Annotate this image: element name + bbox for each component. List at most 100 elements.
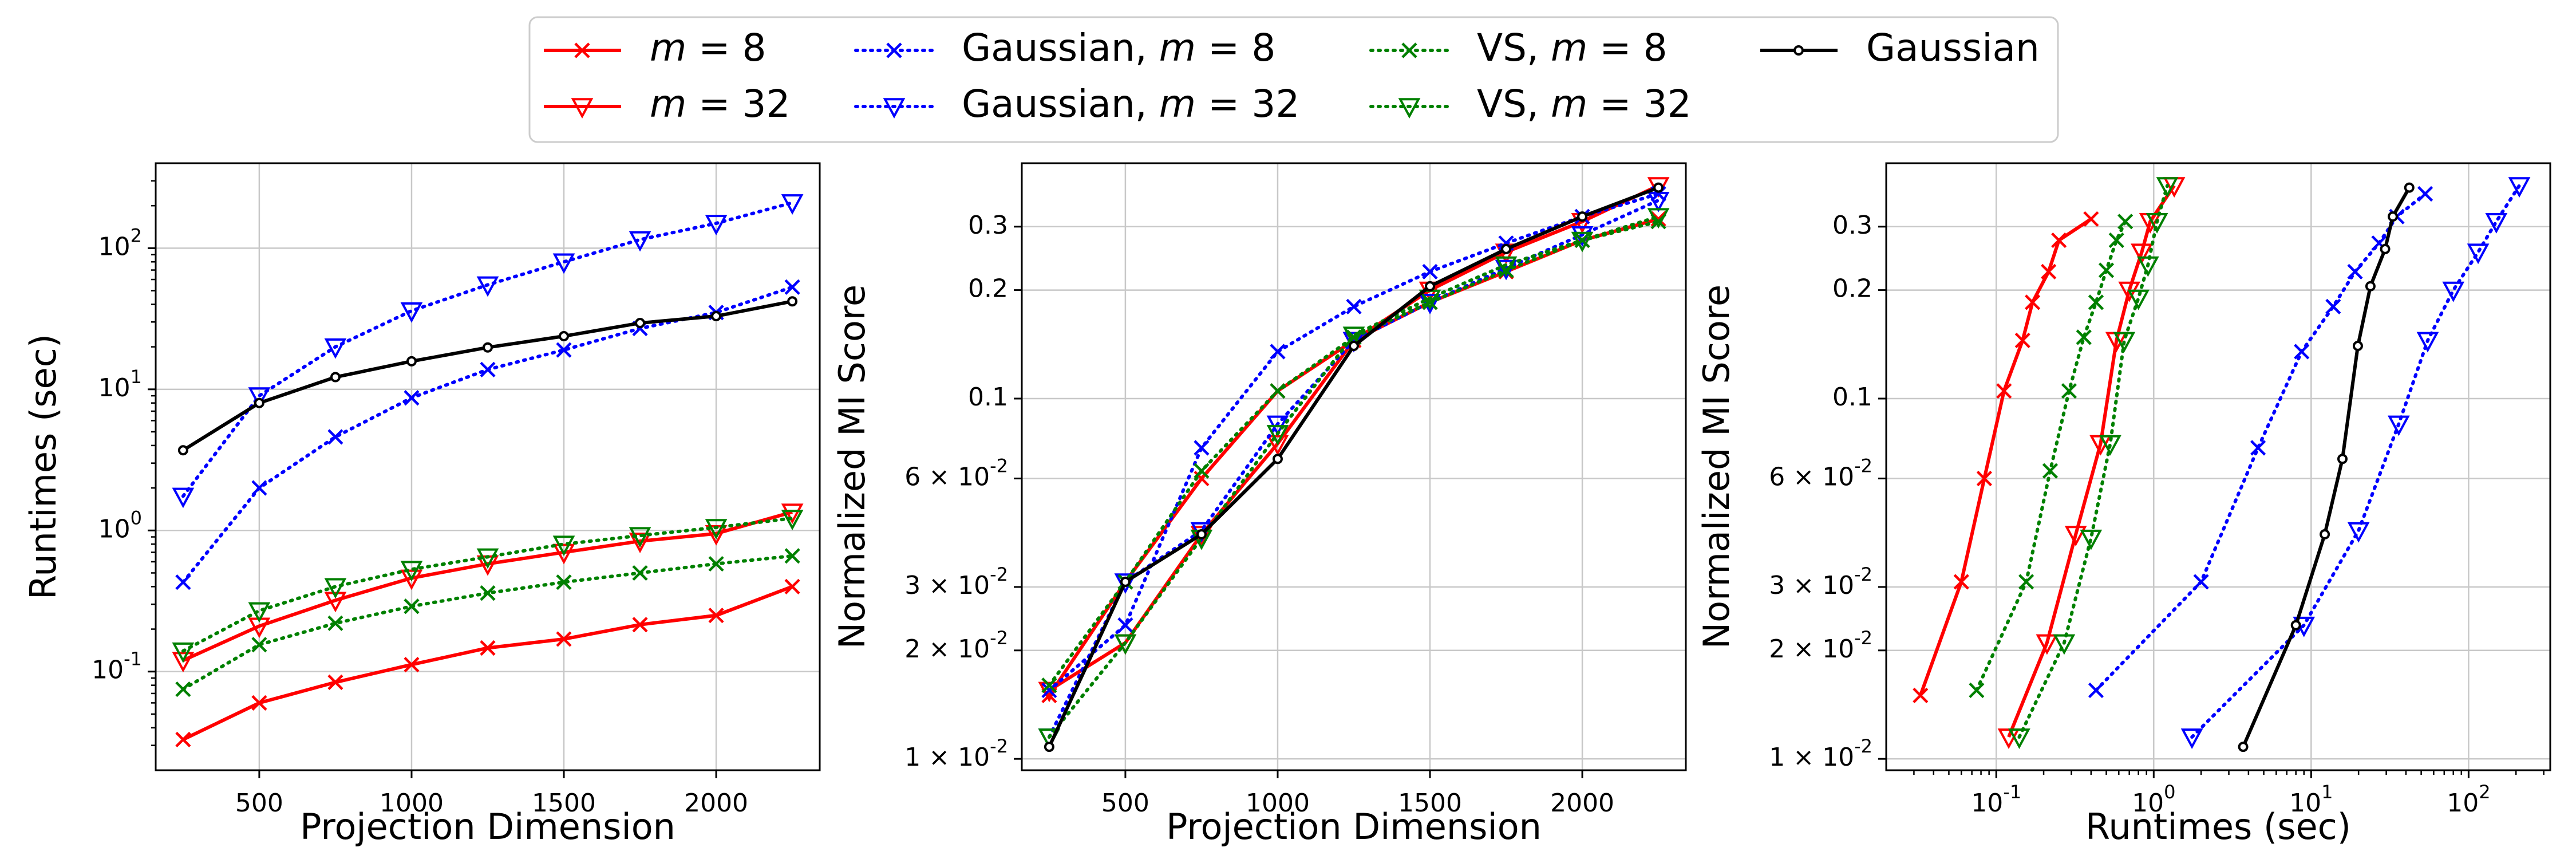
data-point-g32 — [400, 302, 423, 323]
data-point-m32 — [324, 592, 347, 613]
data-point-g32 — [324, 338, 347, 359]
data-point-vs8 — [1194, 463, 1210, 479]
data-point-gauss — [2320, 529, 2330, 540]
data-point-vs32 — [2146, 213, 2168, 234]
x-tick-label: 500 — [235, 789, 283, 818]
data-point-gauss — [483, 342, 493, 353]
data-point-vs8 — [175, 681, 191, 698]
data-point-vs8 — [2076, 329, 2092, 345]
data-point-g8 — [1270, 344, 1286, 360]
data-point-m8 — [480, 640, 496, 656]
legend-label-m32: m = 32 — [650, 82, 791, 126]
data-point-vs32 — [2099, 435, 2121, 456]
data-point-gauss — [1272, 454, 1283, 464]
x-tick-label: 500 — [1101, 789, 1149, 818]
data-point-vs32 — [2080, 529, 2103, 550]
legend-marker-vs32 — [1398, 98, 1421, 119]
data-point-gauss — [1120, 577, 1131, 588]
data-point-vs32 — [2156, 177, 2179, 198]
y-tick-label: 0.3 — [1832, 211, 1872, 240]
y-tick-label: 0.2 — [1832, 274, 1872, 304]
y-tick-label: 101 — [98, 366, 142, 403]
data-point-g32 — [552, 253, 575, 274]
series-line-vs8 — [1047, 219, 1661, 687]
data-point-g32 — [1495, 259, 1518, 281]
data-point-g8 — [251, 480, 267, 496]
data-point-vs32 — [324, 578, 347, 599]
data-point-g8 — [2417, 186, 2433, 202]
x-tick-label: 1000 — [1246, 789, 1310, 818]
data-point-gauss — [1653, 182, 1664, 193]
data-point-g32 — [248, 387, 271, 408]
data-point-gauss — [1577, 211, 1588, 222]
y-tick-label: 3 × 10-2 — [1769, 564, 1872, 600]
data-point-vs8 — [556, 574, 572, 590]
x-tick-label: 2000 — [1550, 789, 1614, 818]
data-point-m32 — [2131, 243, 2153, 265]
data-point-g8 — [1422, 263, 1438, 279]
data-point-g32 — [1647, 191, 1670, 212]
data-point-g8 — [2325, 298, 2341, 314]
y-axis-label: Runtimes (sec) — [22, 334, 64, 600]
data-point-m8 — [556, 631, 572, 647]
x-axis-label: Projection Dimension — [300, 806, 675, 848]
data-point-m32 — [781, 503, 804, 525]
data-point-m32 — [2036, 634, 2059, 655]
data-point-m8 — [404, 657, 420, 673]
series-line-vs8 — [1974, 219, 2127, 692]
y-tick-label: 2 × 10-2 — [1769, 627, 1872, 664]
series-line-m8 — [182, 585, 793, 742]
data-point-vs32 — [1571, 231, 1594, 253]
series-line-g32 — [2190, 184, 2522, 739]
series-line-vs32 — [1047, 215, 1661, 739]
legend: m = 8 m = 32 Gaussian, m = 8 Gaussian, m = … — [528, 16, 2059, 143]
data-point-g32 — [2180, 728, 2203, 749]
legend-marker-vs8 — [1401, 42, 1417, 58]
data-point-g8 — [784, 279, 800, 295]
legend-frame — [528, 16, 2059, 143]
x-axis-label: Projection Dimension — [1166, 806, 1542, 848]
data-point-m32 — [172, 652, 195, 673]
data-point-g8 — [404, 390, 420, 406]
data-point-vs8 — [632, 565, 648, 581]
series-group — [172, 194, 804, 747]
y-tick-label: 6 × 10-2 — [1769, 455, 1872, 492]
data-point-m8 — [2041, 263, 2057, 279]
data-point-vs32 — [1342, 326, 1365, 348]
data-point-g32 — [2416, 332, 2439, 353]
legend-label-g8: Gaussian, m = 8 — [962, 26, 1275, 70]
data-point-vs32 — [248, 602, 271, 623]
data-point-vs8 — [251, 637, 267, 653]
y-tick-label: 100 — [98, 507, 142, 543]
data-point-vs8 — [2098, 262, 2115, 278]
data-point-m8 — [251, 695, 267, 711]
data-point-m8 — [1996, 383, 2012, 399]
data-point-vs32 — [2136, 256, 2159, 277]
data-point-vs32 — [172, 642, 195, 663]
data-point-vs8 — [708, 555, 724, 572]
plot-frame — [155, 162, 821, 771]
data-point-gauss — [711, 311, 722, 322]
data-point-g32 — [781, 194, 804, 215]
x-tick-label: 100 — [2132, 781, 2175, 818]
data-point-vs8 — [1041, 677, 1057, 693]
y-axis-label: Normalized MI Score — [831, 285, 873, 649]
x-tick-label: 102 — [2447, 781, 2490, 818]
data-point-vs32 — [629, 527, 651, 548]
x-tick-label: 1500 — [532, 789, 596, 818]
data-point-g32 — [2467, 243, 2490, 265]
data-point-gauss — [635, 318, 646, 329]
data-point-g8 — [2250, 440, 2266, 456]
data-point-vs8 — [2018, 574, 2034, 590]
legend-marker-gauss — [1793, 45, 1804, 56]
data-point-g8 — [2294, 344, 2310, 360]
data-point-m8 — [1976, 470, 1993, 487]
data-point-gauss — [2352, 341, 2363, 352]
data-point-gauss — [2238, 742, 2249, 752]
data-point-vs32 — [476, 548, 499, 569]
series-line-g32 — [1047, 198, 1661, 739]
data-point-gauss — [1425, 281, 1436, 291]
data-point-gauss — [2387, 211, 2398, 222]
legend-marker-m32 — [571, 98, 594, 119]
data-point-vs8 — [404, 598, 420, 614]
